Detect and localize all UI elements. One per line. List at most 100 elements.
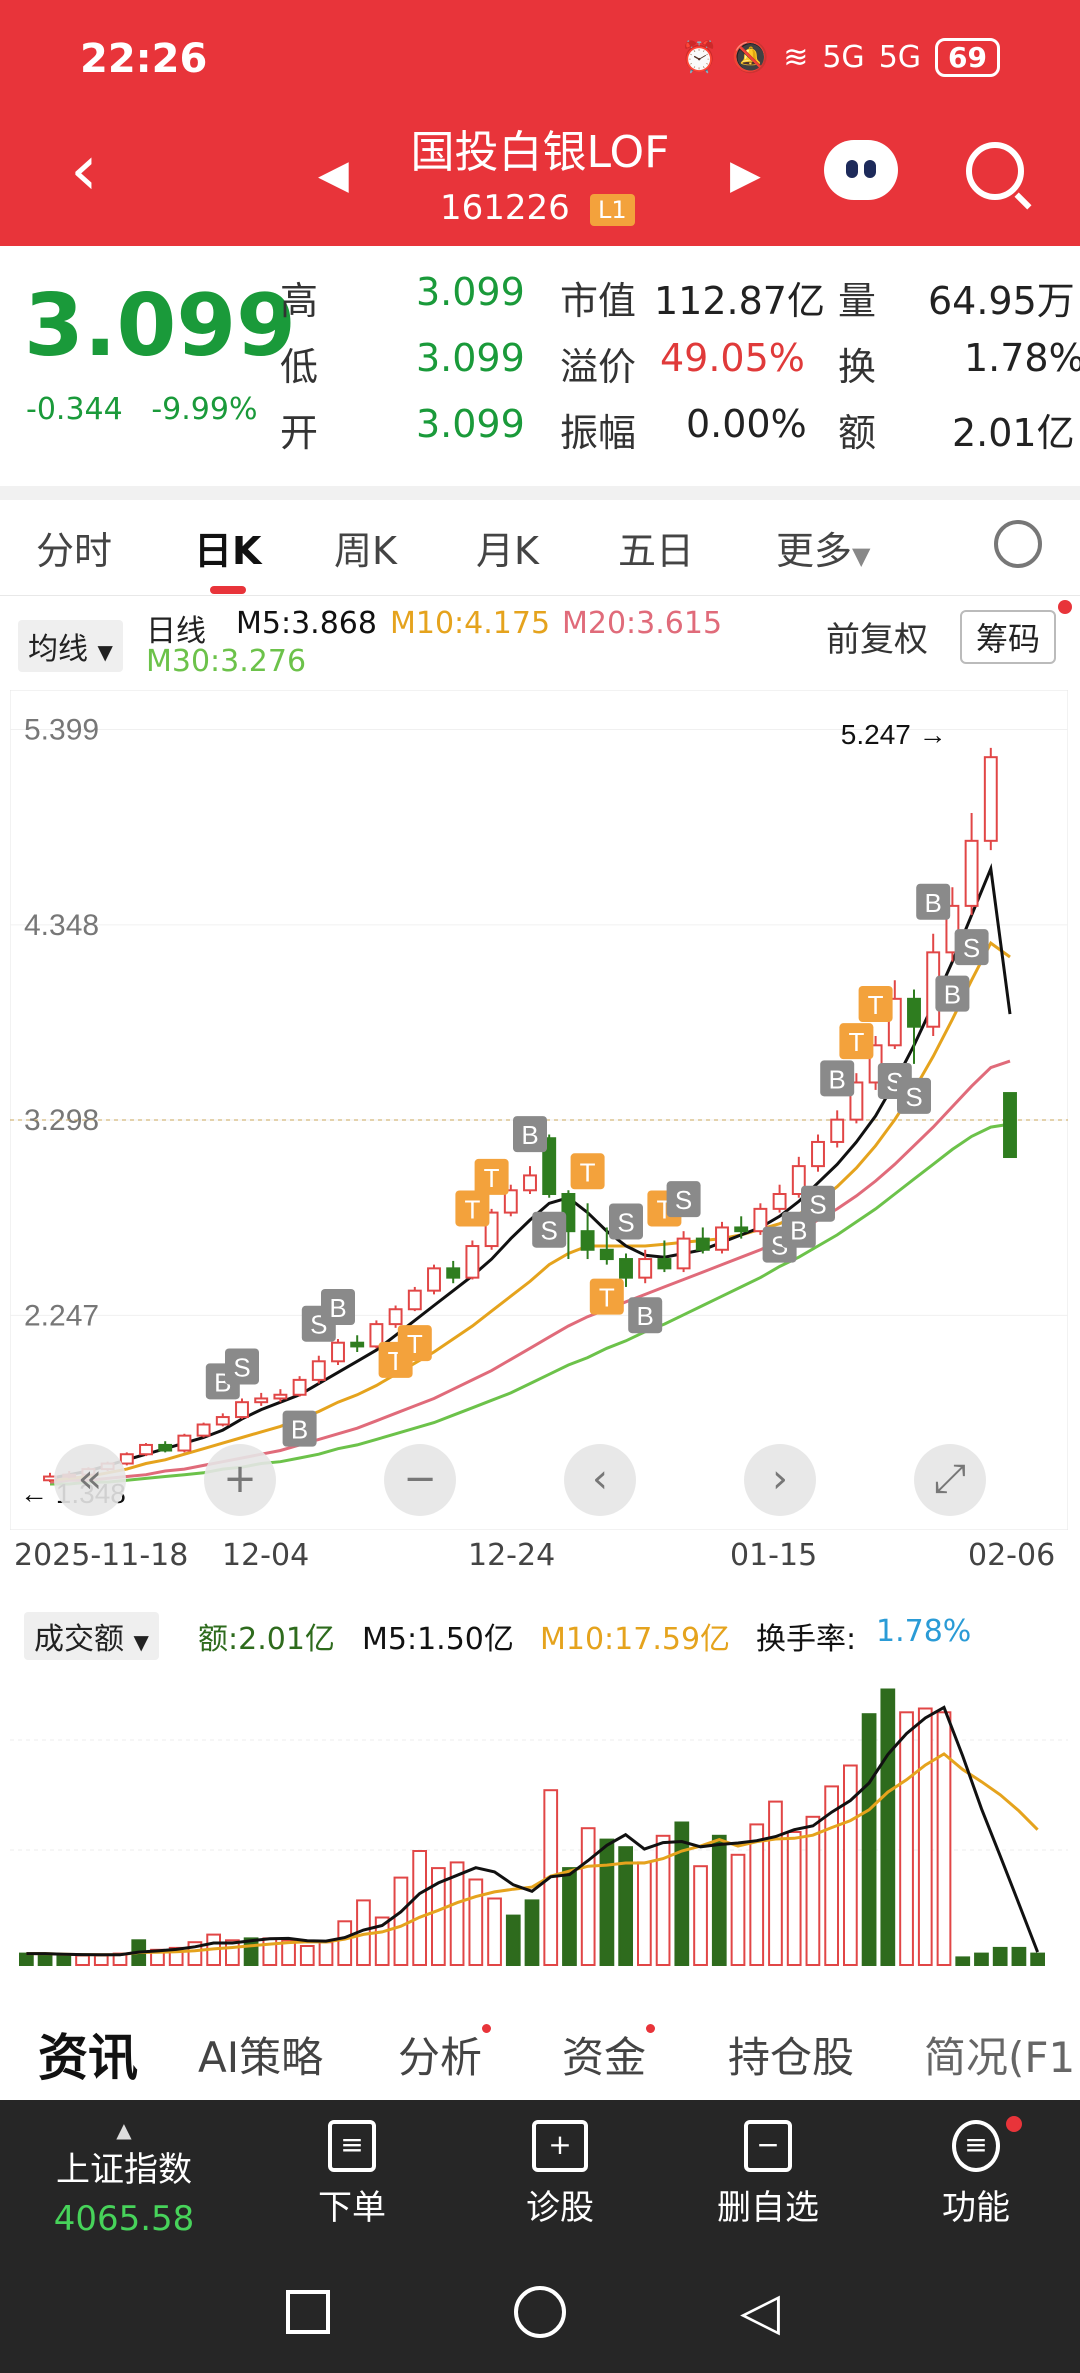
signal-badge <box>532 1211 567 1248</box>
adjustment-selector[interactable]: 前复权 <box>826 620 928 660</box>
function-button[interactable]: ≡ 功能 <box>896 2116 1056 2229</box>
tab-weekly-k[interactable]: 周K <box>334 529 397 573</box>
search-icon[interactable] <box>966 142 1024 200</box>
volume-bar <box>487 1897 502 1966</box>
scroll-right-button[interactable]: › <box>744 1444 816 1516</box>
tab-capital[interactable]: 资金 <box>562 2024 656 2085</box>
price-change: -0.344 -9.99% <box>26 392 257 427</box>
index-ticker[interactable]: ▲ 上证指数 4065.58 <box>44 2118 204 2239</box>
signal-badge <box>935 975 970 1012</box>
diagnose-icon: + <box>532 2120 588 2172</box>
ma-selector[interactable]: 均线 ▼ <box>18 620 123 672</box>
network-5g-label-2: 5G <box>878 40 922 75</box>
scroll-right-icon <box>744 1444 816 1516</box>
notification-dot <box>482 2024 492 2033</box>
volume-ma10-line <box>26 1752 1039 1957</box>
tab-ai-strategy[interactable]: AI策略 <box>198 2033 324 2082</box>
volume-m10: M10:17.59亿 <box>540 1622 731 1657</box>
volume-bar <box>674 1821 690 1966</box>
low-value: 3.099 <box>416 336 525 380</box>
tab-more[interactable]: 更多▼ <box>776 520 870 575</box>
open-value: 3.099 <box>416 402 525 446</box>
volume-bar <box>693 1865 708 1966</box>
signal-label: T <box>464 1194 480 1224</box>
zoom-out-button[interactable]: − <box>384 1444 456 1516</box>
candle <box>119 1453 134 1465</box>
candle <box>907 997 921 1028</box>
candle <box>503 1189 518 1214</box>
volume-bar <box>56 1954 72 1966</box>
next-stock-button[interactable]: ▶ <box>730 152 761 198</box>
tab-profile[interactable]: 简况(F1 <box>924 2033 1076 2082</box>
ma-selector-label: 均线 <box>28 632 88 667</box>
volume-bar <box>93 1954 109 1966</box>
candle <box>523 1174 537 1192</box>
signal-badge <box>897 1077 931 1114</box>
turnover-value: 1.78% <box>964 336 1080 380</box>
fullscreen-button[interactable]: ⤢ <box>914 1444 986 1516</box>
volume-value: 64.95万 <box>928 279 1075 323</box>
amount-value: 2.01亿 <box>952 411 1075 455</box>
zoom-in-button[interactable]: + <box>204 1444 276 1516</box>
scroll-left-button[interactable]: ‹ <box>564 1444 636 1516</box>
order-button[interactable]: ≡ 下单 <box>272 2120 432 2229</box>
candle <box>772 1193 787 1210</box>
volume-chart[interactable] <box>10 1660 1068 1980</box>
candle <box>292 1378 307 1396</box>
tab-monthly-k[interactable]: 月K <box>476 529 539 573</box>
signal-label: T <box>868 990 884 1020</box>
signal-badge <box>282 1410 317 1447</box>
candle <box>734 1226 749 1233</box>
tab-five-day[interactable]: 五日 <box>618 529 695 573</box>
ai-robot-icon[interactable] <box>824 140 898 200</box>
previous-stock-button[interactable]: ◀ <box>318 152 349 198</box>
tab-holdings[interactable]: 持仓股 <box>728 2033 855 2082</box>
amount-label: 额 <box>838 411 877 455</box>
chip-distribution-button[interactable]: 筹码 <box>960 610 1057 664</box>
tab-news[interactable]: 资讯 <box>38 2029 138 2087</box>
candle <box>983 756 998 842</box>
tab-analysis[interactable]: 分析 <box>398 2024 492 2085</box>
tab-intraday[interactable]: 分时 <box>36 529 113 573</box>
settings-icon[interactable] <box>994 520 1042 568</box>
back-button[interactable]: ‹ <box>70 129 98 211</box>
signal-label: S <box>905 1082 922 1112</box>
recent-apps-icon[interactable] <box>286 2290 330 2334</box>
open-label: 开 <box>280 411 319 455</box>
back-nav-icon[interactable]: ◁ <box>740 2282 780 2342</box>
candle <box>753 1207 768 1233</box>
scroll-left-icon <box>564 1444 636 1516</box>
kline-chart[interactable]: 5.399 4.348 3.298 2.247 B S B S B T T T T B S T T S B T S S B S… <box>9 689 1069 1531</box>
diagnose-button[interactable]: + 诊股 <box>480 2120 640 2229</box>
volume-selector[interactable]: 成交额 ▼ <box>24 1612 159 1660</box>
rewind-button[interactable]: « <box>54 1444 126 1516</box>
signal-badge <box>570 1153 605 1190</box>
volume-bar <box>805 1815 821 1966</box>
function-icon: ≡ <box>952 2120 1000 2172</box>
ma10-label: M10:4.175 <box>390 606 551 641</box>
signal-label: B <box>944 980 961 1010</box>
tab-daily-k[interactable]: 日K <box>194 529 262 573</box>
volume-bar <box>992 1946 1008 1966</box>
volume-bar <box>730 1853 746 1966</box>
candle <box>715 1226 729 1251</box>
signal-badge <box>801 1185 835 1222</box>
low-label: 低 <box>280 345 319 389</box>
home-icon[interactable] <box>514 2286 566 2338</box>
signal-badge <box>455 1190 490 1227</box>
candle <box>542 1137 557 1195</box>
volume-m5: M5:1.50亿 <box>362 1622 514 1657</box>
volume-bar <box>1011 1946 1027 1966</box>
signal-badge <box>513 1116 547 1153</box>
x-label-dec04: 12-04 <box>222 1538 310 1573</box>
amplitude-label: 振幅 <box>560 411 637 455</box>
volume-bar <box>431 1867 446 1967</box>
candle <box>830 1118 845 1143</box>
remove-favorite-button[interactable]: − 删自选 <box>688 2120 848 2229</box>
volume-bar <box>19 1952 34 1967</box>
caret-up-icon: ▲ <box>116 2118 132 2142</box>
stock-title: 国投白银LOF <box>410 127 670 178</box>
volume-bar <box>562 1867 577 1967</box>
app-header: 22:26 ⏰ 🔕 ≋ 5G 5G 69 ‹ ◀ 国投白银LOF ▶ 16122… <box>0 0 1080 246</box>
